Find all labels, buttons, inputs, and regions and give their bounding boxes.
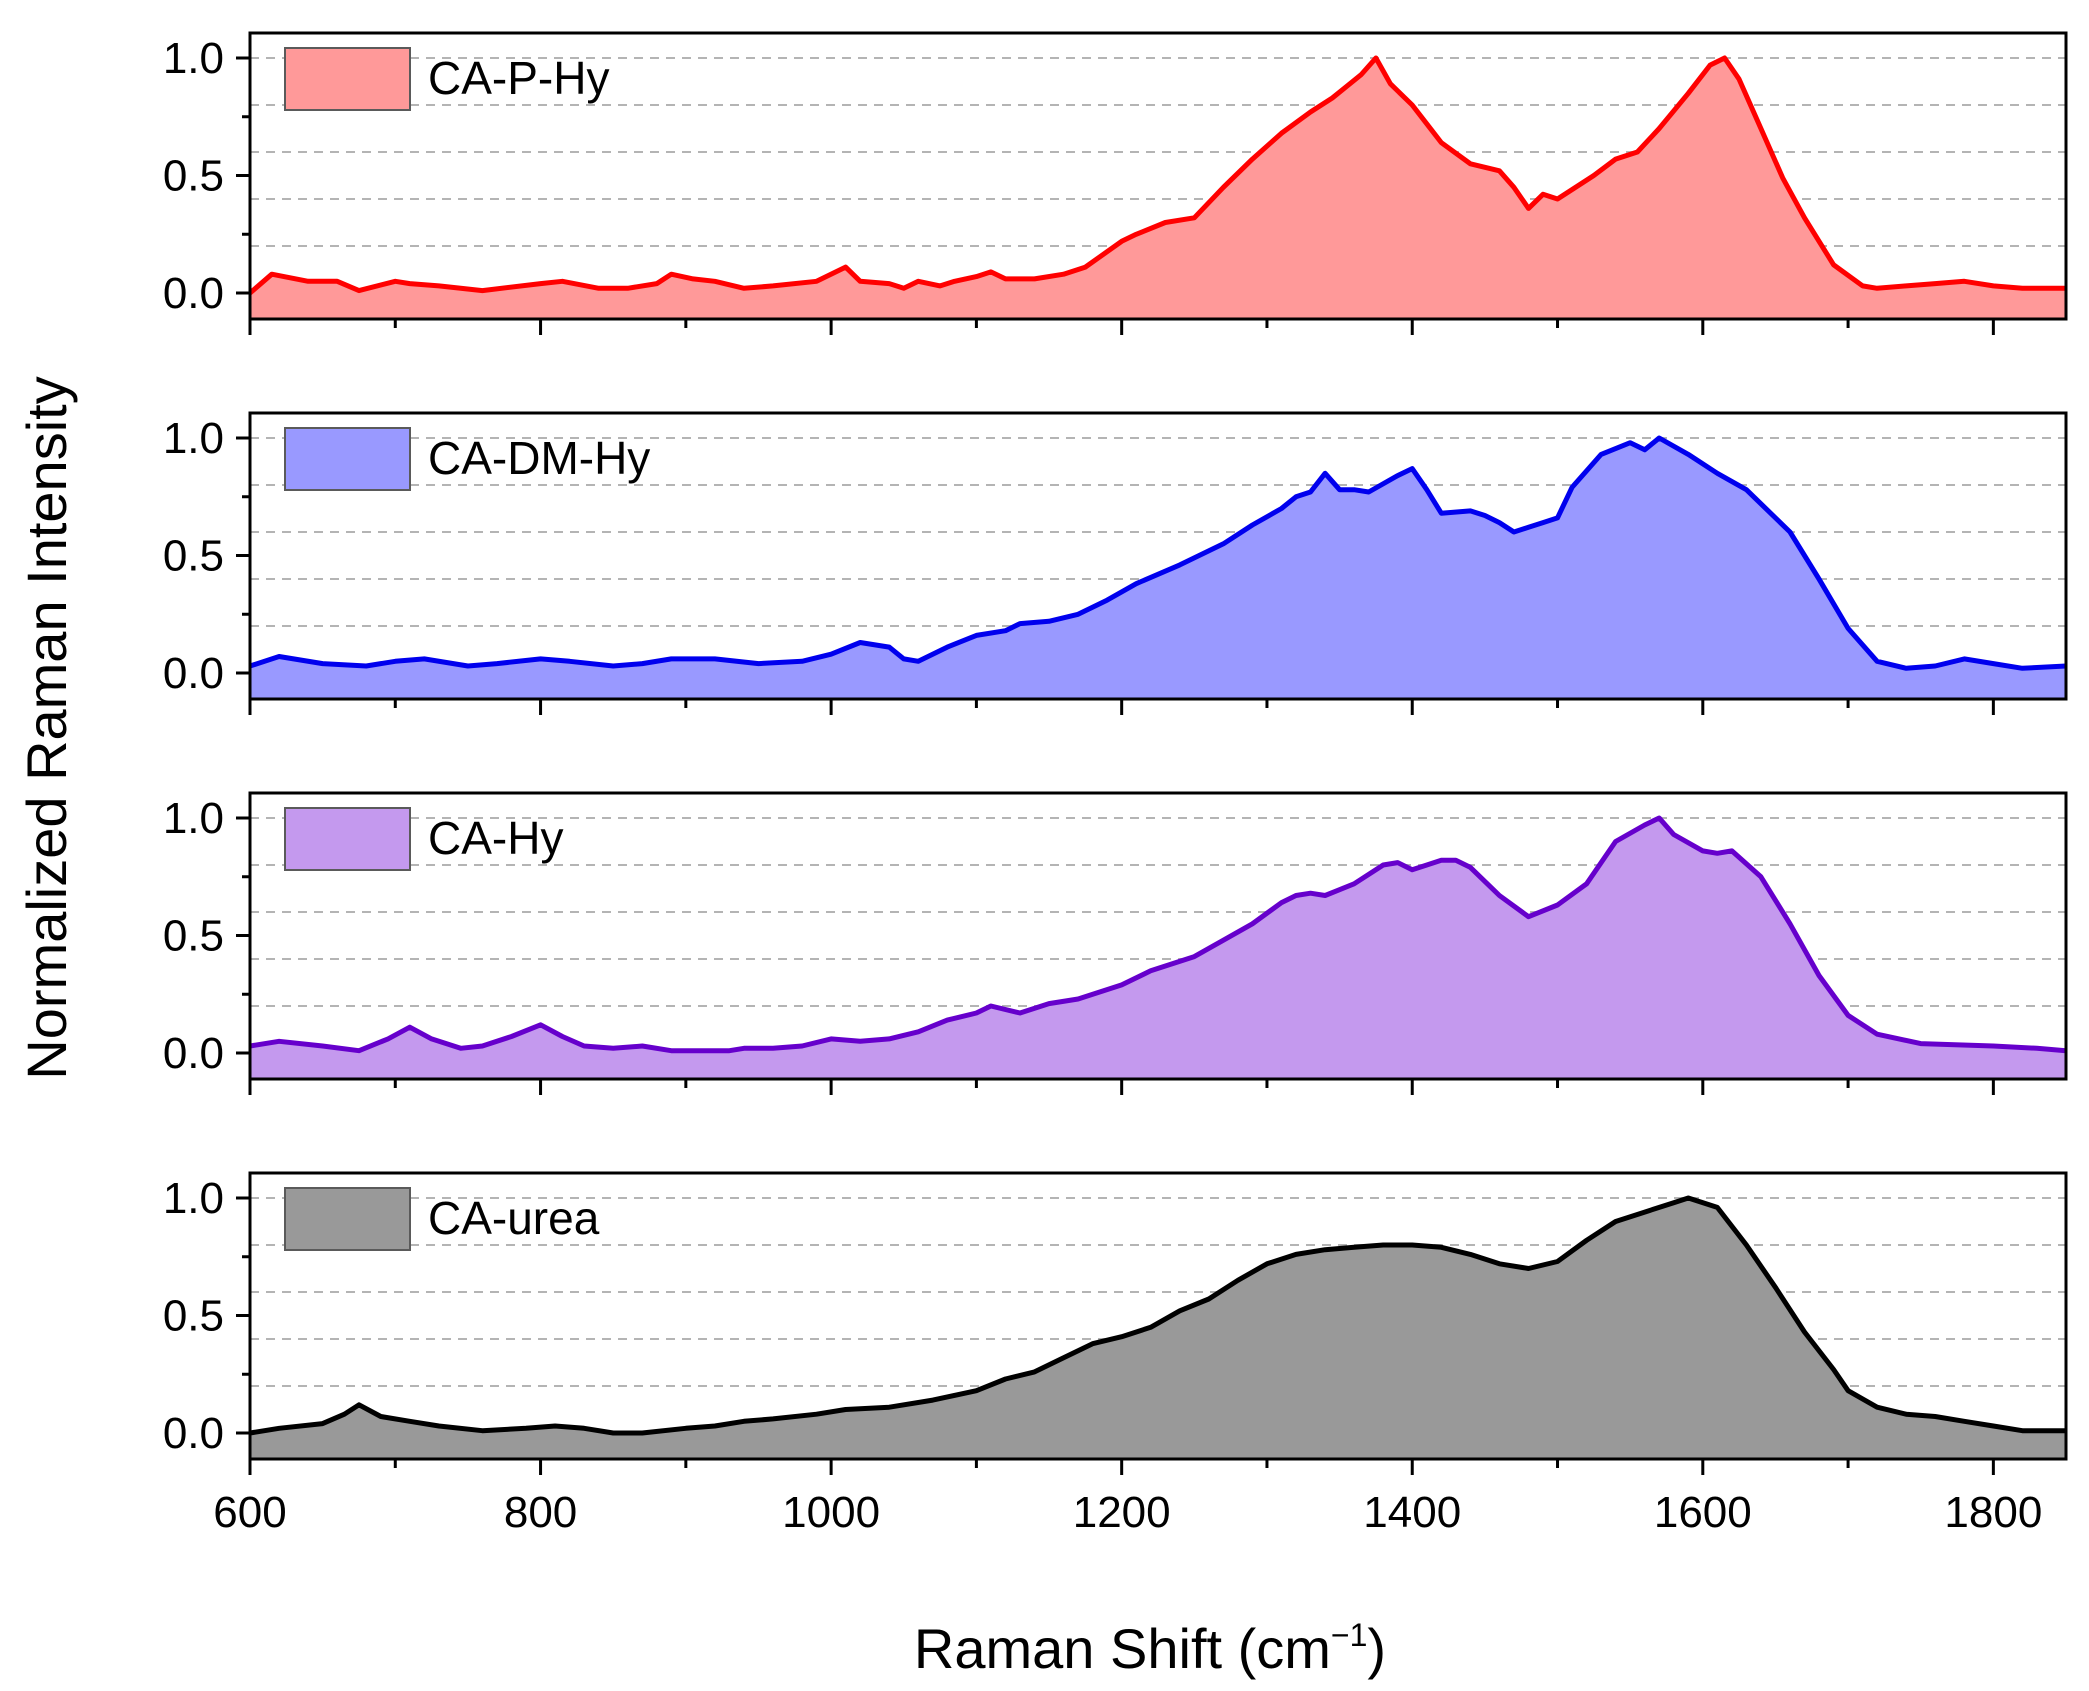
x-tick-label: 1800 xyxy=(1944,1488,2042,1537)
series-area-ca-hy xyxy=(250,818,2066,1079)
legend-label: CA-DM-Hy xyxy=(428,432,650,484)
legend-label: CA-P-Hy xyxy=(428,52,609,104)
legend-swatch xyxy=(284,807,411,871)
panel-ca-p-hy: 0.0 0.5 1.0 CA-P-Hy xyxy=(163,31,2068,335)
y-tick-label: 0.5 xyxy=(163,532,224,581)
series-line-ca-dm-hy xyxy=(250,435,2066,671)
y-tick-label: 0.5 xyxy=(163,912,224,961)
series-area-ca-dm-hy xyxy=(250,438,2066,699)
y-tick-label: 0.0 xyxy=(163,269,224,318)
x-tick-label: 1200 xyxy=(1073,1488,1171,1537)
x-tick-label: 1400 xyxy=(1363,1488,1461,1537)
panel-ca-urea: 0.0 0.5 1.0 600 800 1000 1200 1400 1600 1800 CA-ur… xyxy=(163,1171,2068,1537)
x-tick-label: 1600 xyxy=(1654,1488,1752,1537)
series-area-ca-p-hy xyxy=(250,58,2066,319)
y-tick-label: 1.0 xyxy=(163,794,224,843)
panels: 0.0 0.5 1.0 CA-P-Hy 0.0 0.5 1.0 CA-DM-Hy 0.0 0.5 1… xyxy=(163,31,2068,1537)
panel-ca-dm-hy: 0.0 0.5 1.0 CA-DM-Hy xyxy=(163,411,2068,715)
y-tick-label: 1.0 xyxy=(163,34,224,83)
x-tick-label: 1000 xyxy=(782,1488,880,1537)
legend-swatch xyxy=(284,427,411,491)
series-line-ca-urea xyxy=(250,1195,2066,1436)
x-tick-label: 600 xyxy=(213,1488,286,1537)
legend-label: CA-Hy xyxy=(428,812,563,864)
y-tick-label: 0.0 xyxy=(163,1409,224,1458)
legend-swatch xyxy=(284,47,411,111)
y-tick-label: 0.0 xyxy=(163,649,224,698)
series-line-ca-p-hy xyxy=(250,55,2066,296)
y-tick-label: 1.0 xyxy=(163,414,224,463)
y-tick-label: 0.5 xyxy=(163,1292,224,1341)
panel-ca-hy: 0.0 0.5 1.0 CA-Hy xyxy=(163,791,2068,1095)
legend-label: CA-urea xyxy=(428,1192,600,1244)
y-tick-label: 1.0 xyxy=(163,1174,224,1223)
legend-swatch xyxy=(284,1187,411,1251)
y-tick-label: 0.0 xyxy=(163,1029,224,1078)
series-line-ca-hy xyxy=(250,815,2066,1054)
series-area-ca-urea xyxy=(250,1198,2066,1459)
x-tick-label: 800 xyxy=(504,1488,577,1537)
x-axis-title: Raman Shift (cm−1) xyxy=(914,1617,1386,1680)
y-axis-title: Normalized Raman Intensity xyxy=(15,376,78,1079)
y-tick-label: 0.5 xyxy=(163,152,224,201)
